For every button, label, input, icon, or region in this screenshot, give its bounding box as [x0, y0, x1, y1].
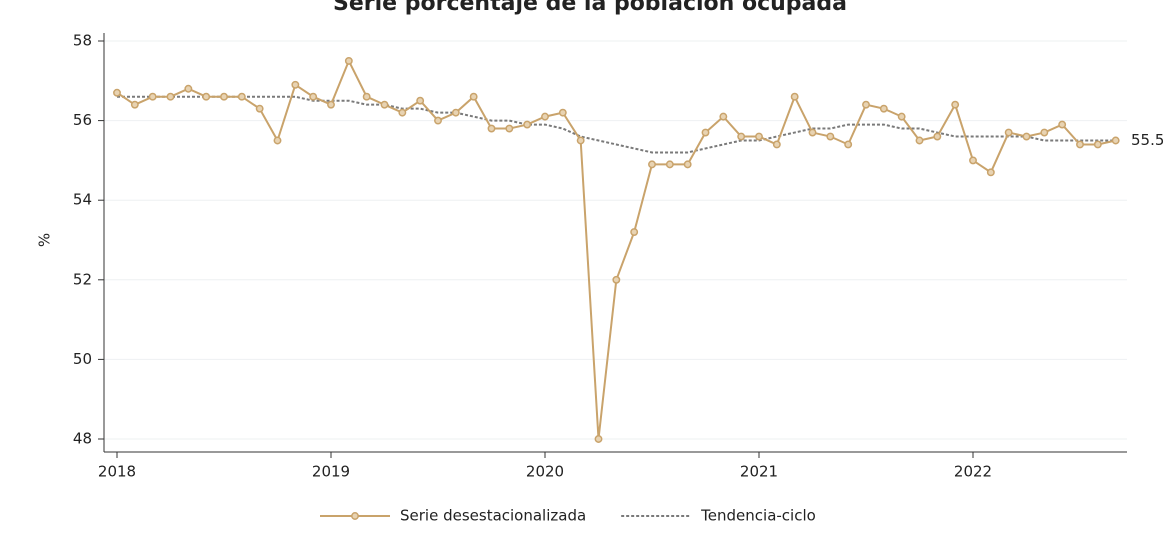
data-point [434, 116, 442, 125]
x-tick-label: 2020 [526, 463, 564, 481]
data-point [915, 136, 924, 145]
data-point [755, 132, 763, 141]
end-label: 55.5 [1131, 131, 1163, 149]
y-tick-label: 52 [73, 270, 92, 288]
data-point [683, 160, 692, 169]
series-line [116, 58, 1116, 440]
data-point [255, 104, 264, 113]
data-point [1040, 128, 1049, 137]
data-point [309, 92, 318, 101]
data-point [327, 100, 335, 109]
data-point [612, 275, 621, 284]
data-point [291, 80, 300, 89]
data-point [184, 84, 193, 93]
data-point [772, 140, 781, 149]
data-point [130, 100, 139, 109]
x-tick-label: 2021 [740, 463, 778, 481]
y-tick-label: 54 [73, 191, 92, 209]
series-line [117, 95, 1116, 154]
data-point [1058, 120, 1067, 129]
y-tick-label: 58 [73, 32, 92, 50]
data-point [416, 96, 425, 105]
x-tick-label: 2019 [312, 463, 350, 481]
y-axis-label: % [36, 233, 54, 247]
data-point [1111, 136, 1120, 145]
data-point [148, 92, 157, 101]
legend-label: Serie desestacionalizada [400, 507, 586, 525]
data-point [594, 435, 603, 443]
data-point [487, 124, 496, 133]
data-point [719, 112, 728, 121]
data-point [576, 136, 585, 145]
data-point [1076, 140, 1084, 149]
data-point [237, 92, 246, 101]
data-point [951, 100, 960, 109]
data-point [826, 132, 835, 141]
data-point [469, 92, 478, 101]
data-point [879, 104, 888, 113]
data-point [933, 132, 942, 141]
data-point [986, 168, 995, 177]
data-point [737, 132, 746, 141]
data-point [523, 120, 532, 129]
data-point [665, 160, 674, 169]
x-tick-label: 2018 [98, 463, 136, 481]
data-point [202, 92, 211, 101]
data-point [273, 136, 282, 145]
y-tick-label: 56 [73, 111, 92, 129]
legend-marker [351, 512, 359, 520]
data-point [398, 108, 407, 117]
data-point [113, 88, 121, 97]
data-point [1004, 128, 1013, 137]
data-point [897, 112, 906, 121]
x-tick-label: 2022 [954, 463, 992, 481]
y-tick-label: 48 [73, 430, 92, 448]
data-point [844, 140, 853, 149]
data-point [380, 100, 389, 109]
data-point [220, 92, 228, 101]
data-point [451, 108, 460, 117]
data-point [790, 92, 799, 101]
data-point [166, 92, 175, 101]
y-tick-label: 50 [73, 350, 92, 368]
data-point [701, 128, 710, 137]
data-point [558, 108, 567, 117]
data-point [808, 128, 817, 137]
data-point [362, 92, 371, 101]
data-point [1093, 140, 1102, 149]
data-point [541, 112, 549, 121]
data-point [505, 124, 514, 133]
legend-label: Tendencia-ciclo [700, 507, 816, 525]
data-point [648, 160, 656, 169]
data-point [1022, 132, 1031, 141]
data-point [630, 228, 639, 236]
data-point [344, 56, 353, 65]
data-point [969, 156, 977, 165]
chart-title: Serie porcentaje de la población ocupada [333, 0, 847, 16]
data-point [862, 100, 870, 109]
